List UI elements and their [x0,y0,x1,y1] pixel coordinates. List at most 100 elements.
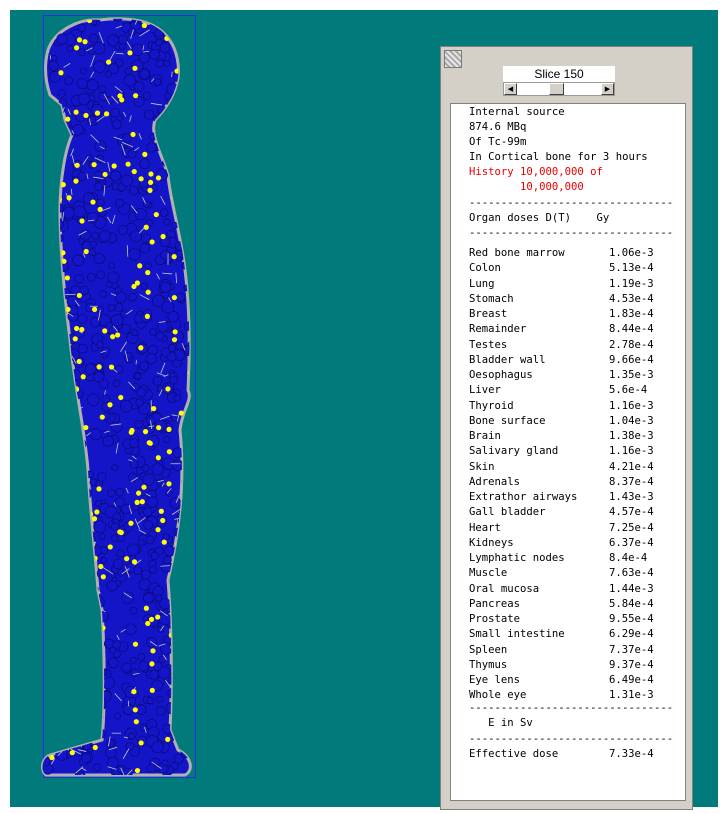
photon-track [71,155,76,166]
voxel-circle [91,724,99,732]
voxel-circle [167,687,179,699]
voxel-circle [158,655,167,664]
voxel-circle [188,160,191,173]
voxel-circle [62,596,72,606]
voxel-circle [175,18,187,26]
voxel-circle [90,316,101,328]
voxel-circle [121,591,135,605]
voxel-circle [160,249,170,260]
photon-track [120,341,127,352]
source-dot [53,135,60,141]
source-dot [150,648,156,654]
voxel-circle [95,500,102,508]
voxel-circle [178,667,187,677]
source-dot [160,517,166,524]
source-dot [143,224,149,230]
source-dot [141,22,147,29]
source-dot [66,195,72,201]
photon-track [181,705,189,713]
organ-dose: 1.04e-3 [609,414,654,427]
source-dot [69,750,75,756]
photon-track [74,300,80,307]
voxel-circle [43,615,51,623]
voxel-circle [52,385,61,395]
voxel-circle [184,415,191,429]
organ-dose: 6.37e-4 [609,536,654,549]
voxel-circle [180,652,191,665]
voxel-circle [107,271,120,284]
voxel-circle [163,60,171,68]
source-dot [139,499,145,505]
voxel-circle [130,382,140,392]
voxel-circle [84,580,93,589]
organ-dose: 8.4e-4 [609,552,648,564]
photon-track [65,467,69,478]
voxel-circle [64,723,75,734]
separator: -------------------------------- [469,733,674,745]
voxel-circle [156,695,164,703]
organ-dose: 1.44e-3 [609,582,654,595]
photon-track [42,411,46,416]
photon-track [160,362,166,374]
photon-track [145,493,151,497]
organ-dose: 1.83e-4 [609,308,654,320]
voxel-circle [187,657,191,669]
voxel-circle [52,627,63,639]
photon-track [158,643,166,647]
voxel-circle [86,79,99,91]
window-icon[interactable] [444,50,462,68]
voxel-circle [184,440,191,451]
photon-track [111,95,119,104]
slider-right-arrow-icon[interactable]: ▶ [601,83,614,95]
source-dot [42,385,46,391]
photon-track [91,630,101,632]
voxel-circle [139,68,150,80]
voxel-circle [53,540,62,549]
photon-track [64,686,70,693]
voxel-circle [43,743,51,752]
photon-track [130,205,138,214]
photon-track [88,720,97,730]
voxel-circle [42,97,54,110]
voxel-circle [85,669,94,678]
organ-name: Bladder wall [469,353,546,366]
voxel-circle [48,222,57,232]
photon-track [42,348,46,350]
photon-track [108,746,118,751]
voxel-circle [49,321,58,330]
photon-track [103,93,110,105]
source-dot [42,145,47,151]
slice-slider[interactable]: ◀ ▶ [503,82,615,96]
voxel-circle [98,85,107,93]
photon-track [184,53,189,60]
photon-track [174,648,179,655]
photon-track [188,727,191,734]
organ-name: Small intestine [469,628,565,641]
source-dot [130,131,136,138]
slider-thumb[interactable] [548,83,564,95]
voxel-circle [43,181,57,194]
voxel-circle [82,615,96,629]
source-dot [166,426,172,433]
photon-track [89,666,97,676]
organ-name: Adrenals [469,475,521,488]
voxel-circle [118,43,126,51]
voxel-circle [91,655,99,664]
voxel-circle [49,414,57,423]
voxel-circle [48,224,60,236]
voxel-circle [193,619,204,630]
voxel-circle [127,543,140,556]
source-dot [76,37,83,43]
voxel-circle [79,229,91,241]
voxel-circle [176,577,187,588]
voxel-circle [105,738,115,748]
effective-dose-value: 7.33e-4 [609,748,654,760]
slider-left-arrow-icon[interactable]: ◀ [504,83,517,95]
photon-track [156,273,160,280]
results-textbox[interactable]: Internal source 874.6 MBq Of Tc-99m In C… [450,103,686,801]
photon-track [82,253,86,258]
source-dot [131,168,137,175]
organ-dose: 1.35e-3 [609,369,654,381]
organ-dose: 1.06e-3 [609,247,654,259]
photon-track [67,312,74,317]
